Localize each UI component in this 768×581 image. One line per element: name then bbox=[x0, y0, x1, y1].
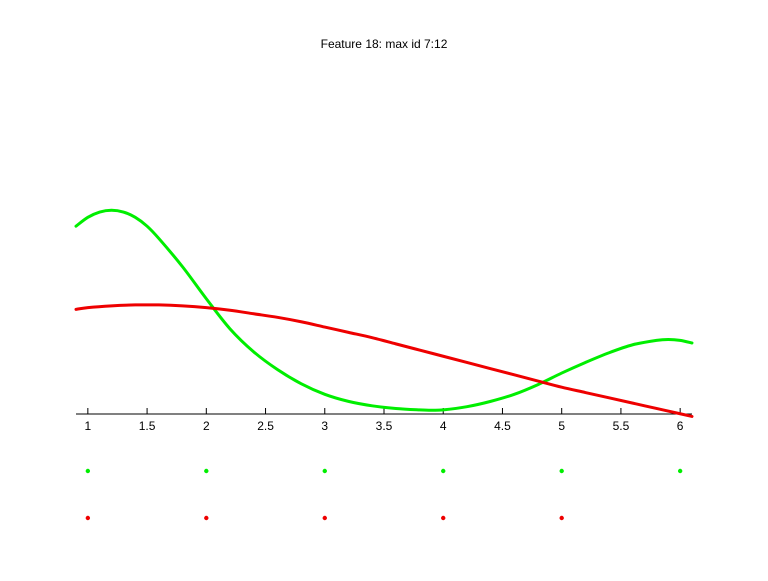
green-dot bbox=[677, 468, 683, 474]
red-dot bbox=[85, 515, 91, 521]
series-layer bbox=[74, 208, 694, 418]
dot-rows bbox=[85, 468, 683, 521]
x-tick-label: 4 bbox=[440, 419, 447, 433]
x-axis: 1 1.5 2 2.5 3 3.5 4 4.5 5 5.5 6 bbox=[76, 408, 692, 433]
red-dot bbox=[204, 515, 209, 521]
x-tick-label: 5 bbox=[558, 419, 565, 433]
x-tick-label: 2.5 bbox=[257, 419, 274, 433]
x-tick-label: 1 bbox=[85, 419, 92, 433]
green-dot bbox=[204, 468, 209, 474]
x-tick-label: 2 bbox=[203, 419, 210, 433]
x-tick-label: 3.5 bbox=[376, 419, 393, 433]
red-dot bbox=[322, 515, 327, 521]
x-tick-label: 6 bbox=[677, 419, 684, 433]
green-dot bbox=[441, 468, 446, 474]
x-tick-label: 3 bbox=[321, 419, 328, 433]
green-series-line bbox=[74, 208, 694, 412]
green-dot bbox=[322, 468, 327, 474]
red-dot bbox=[559, 515, 564, 521]
red-series-line bbox=[74, 303, 694, 418]
x-tick-label: 1.5 bbox=[139, 419, 156, 433]
x-tick-label: 4.5 bbox=[494, 419, 511, 433]
green-dot bbox=[85, 468, 91, 474]
x-tick-label: 5.5 bbox=[613, 419, 630, 433]
red-dot bbox=[441, 515, 446, 521]
chart-title: Feature 18: max id 7:12 bbox=[321, 37, 448, 51]
green-dot bbox=[559, 468, 564, 474]
